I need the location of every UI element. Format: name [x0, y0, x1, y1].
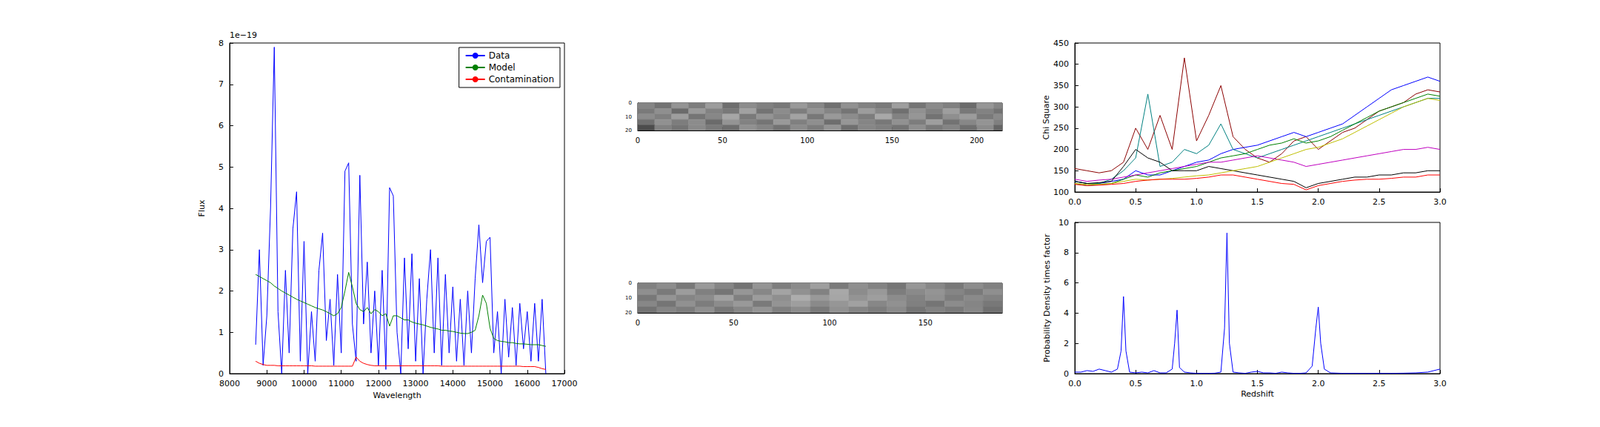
- svg-text:13000: 13000: [402, 378, 429, 389]
- svg-text:8: 8: [218, 38, 224, 49]
- svg-text:100: 100: [822, 318, 837, 327]
- svg-text:10: 10: [625, 294, 632, 301]
- svg-text:1.0: 1.0: [1190, 378, 1204, 389]
- svg-text:250: 250: [1053, 122, 1069, 133]
- svg-text:2.0: 2.0: [1311, 378, 1326, 389]
- svg-text:200: 200: [1053, 144, 1069, 155]
- svg-text:2.5: 2.5: [1372, 197, 1386, 207]
- svg-text:1.5: 1.5: [1251, 378, 1265, 389]
- svg-text:14000: 14000: [440, 378, 466, 389]
- svg-text:450: 450: [1053, 38, 1069, 49]
- svg-text:50: 50: [717, 136, 728, 145]
- svg-text:100: 100: [1053, 187, 1069, 198]
- svg-text:2.0: 2.0: [1311, 197, 1326, 207]
- svg-text:3: 3: [218, 244, 224, 255]
- svg-text:150: 150: [1053, 165, 1069, 176]
- svg-text:Probability Density times fact: Probability Density times factor: [1042, 233, 1052, 363]
- svg-text:2.5: 2.5: [1372, 378, 1386, 389]
- svg-text:11000: 11000: [328, 378, 355, 389]
- svg-text:0.5: 0.5: [1128, 197, 1143, 207]
- svg-text:4: 4: [1063, 308, 1069, 318]
- svg-text:9000: 9000: [256, 378, 278, 389]
- svg-text:20: 20: [625, 127, 632, 134]
- svg-text:1.5: 1.5: [1251, 197, 1265, 207]
- svg-text:Contamination: Contamination: [488, 74, 555, 85]
- svg-text:10: 10: [1058, 217, 1069, 228]
- svg-text:50: 50: [728, 318, 739, 327]
- svg-text:1: 1: [218, 327, 224, 338]
- svg-text:20: 20: [625, 309, 632, 316]
- svg-text:350: 350: [1053, 80, 1069, 91]
- svg-text:8: 8: [1063, 247, 1069, 258]
- svg-text:0: 0: [635, 318, 640, 327]
- svg-text:5: 5: [218, 162, 224, 172]
- svg-text:0.0: 0.0: [1068, 197, 1082, 207]
- svg-text:0.5: 0.5: [1128, 378, 1143, 389]
- svg-text:Redshift: Redshift: [1240, 388, 1275, 399]
- svg-text:12000: 12000: [365, 378, 392, 389]
- svg-text:1e−19: 1e−19: [229, 30, 258, 40]
- svg-text:0: 0: [635, 136, 640, 145]
- svg-text:300: 300: [1053, 102, 1069, 112]
- svg-text:10000: 10000: [291, 378, 318, 389]
- svg-text:1.0: 1.0: [1190, 197, 1204, 207]
- svg-text:Flux: Flux: [197, 199, 207, 217]
- svg-text:15000: 15000: [477, 378, 503, 389]
- svg-text:400: 400: [1053, 59, 1069, 69]
- svg-text:17000: 17000: [551, 378, 578, 389]
- svg-text:3.0: 3.0: [1433, 197, 1447, 207]
- svg-text:4: 4: [218, 203, 224, 214]
- svg-text:6: 6: [218, 120, 224, 131]
- svg-text:3.0: 3.0: [1433, 378, 1447, 389]
- svg-text:Chi Square: Chi Square: [1041, 94, 1052, 140]
- svg-text:6: 6: [1063, 277, 1069, 288]
- svg-text:0: 0: [218, 368, 224, 379]
- svg-text:150: 150: [885, 136, 900, 145]
- svg-text:100: 100: [800, 136, 815, 145]
- svg-text:16000: 16000: [514, 378, 540, 389]
- svg-text:0: 0: [1063, 368, 1069, 379]
- svg-text:10: 10: [625, 114, 632, 120]
- svg-text:8000: 8000: [219, 378, 240, 389]
- svg-text:200: 200: [969, 136, 984, 145]
- svg-text:0: 0: [628, 100, 632, 106]
- svg-text:Data: Data: [488, 50, 511, 61]
- svg-text:2: 2: [218, 285, 224, 296]
- svg-text:Model: Model: [488, 62, 516, 73]
- svg-text:2: 2: [1063, 338, 1069, 349]
- svg-text:0: 0: [628, 280, 632, 286]
- svg-text:0.0: 0.0: [1068, 378, 1082, 389]
- svg-text:Wavelength: Wavelength: [372, 390, 421, 400]
- svg-text:150: 150: [918, 318, 933, 327]
- svg-text:7: 7: [218, 79, 224, 89]
